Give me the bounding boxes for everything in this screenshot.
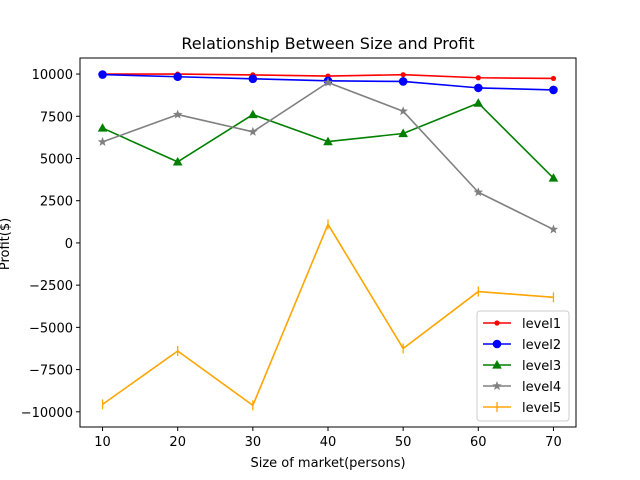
x-tick-label: 50	[395, 435, 412, 450]
data-point	[172, 156, 183, 166]
legend-label: level3	[522, 359, 561, 374]
data-point	[398, 106, 408, 116]
legend-item: level1	[483, 317, 561, 332]
x-tick-label: 60	[470, 435, 487, 450]
y-tick-label: 2500	[40, 195, 73, 210]
data-point	[474, 83, 483, 93]
x-axis-label: Size of market(persons)	[250, 456, 405, 471]
series-level5	[101, 219, 555, 411]
y-axis-label: Profit($)	[0, 218, 13, 270]
data-point	[97, 136, 108, 146]
data-point	[248, 126, 258, 136]
series-level4	[97, 77, 559, 234]
data-point	[548, 173, 559, 182]
x-tick-label: 30	[245, 435, 262, 450]
series-level3	[97, 98, 559, 182]
legend-marker	[492, 339, 502, 349]
legend-item: level4	[483, 380, 561, 395]
y-tick-label: 5000	[40, 152, 73, 167]
y-tick-label: −2500	[29, 279, 73, 294]
y-tick-label: 10000	[32, 68, 73, 83]
legend-marker	[492, 381, 502, 391]
series-layer	[97, 70, 559, 411]
series-line	[102, 81, 554, 231]
legend-label: level1	[522, 317, 561, 332]
y-tick-label: −10000	[21, 406, 73, 421]
y-tick-label: −7500	[29, 364, 73, 379]
legend-box	[476, 310, 570, 422]
data-point	[550, 75, 557, 82]
data-point	[473, 187, 484, 197]
data-point	[172, 109, 183, 119]
x-tick-label: 40	[320, 435, 337, 450]
data-point	[97, 123, 108, 132]
y-tick-label: 7500	[40, 110, 73, 125]
legend-marker	[492, 360, 502, 369]
data-point	[473, 98, 484, 107]
data-point	[98, 70, 107, 79]
x-axis: 10 20 30 40 50 60 70	[94, 427, 562, 450]
chart-title: Relationship Between Size and Profit	[181, 34, 474, 53]
data-point	[400, 72, 406, 78]
x-tick-label: 70	[545, 435, 562, 450]
legend-label: level5	[522, 401, 561, 416]
data-point	[475, 75, 481, 81]
legend: level1 level2 level3 level4 level5	[476, 310, 570, 422]
y-axis: −10000 −7500 −5000 −2500 0 2500 5000 7500 10000	[21, 68, 80, 421]
data-point	[248, 74, 258, 84]
legend-item: level3	[483, 359, 561, 374]
x-tick-label: 20	[169, 435, 186, 450]
data-point	[323, 136, 333, 146]
legend-marker	[494, 320, 500, 326]
legend-item: level5	[483, 401, 561, 416]
data-point	[548, 224, 559, 234]
x-tick-label: 10	[94, 435, 111, 450]
y-tick-label: 0	[65, 237, 73, 252]
legend-label: level2	[522, 338, 561, 353]
data-point	[248, 109, 258, 119]
data-point	[398, 77, 408, 86]
legend-item: level2	[483, 338, 561, 353]
data-point	[173, 72, 182, 82]
data-point	[549, 85, 558, 95]
y-tick-label: −5000	[29, 321, 73, 336]
data-point	[398, 128, 408, 138]
data-point	[323, 77, 333, 87]
legend-label: level4	[522, 380, 561, 395]
